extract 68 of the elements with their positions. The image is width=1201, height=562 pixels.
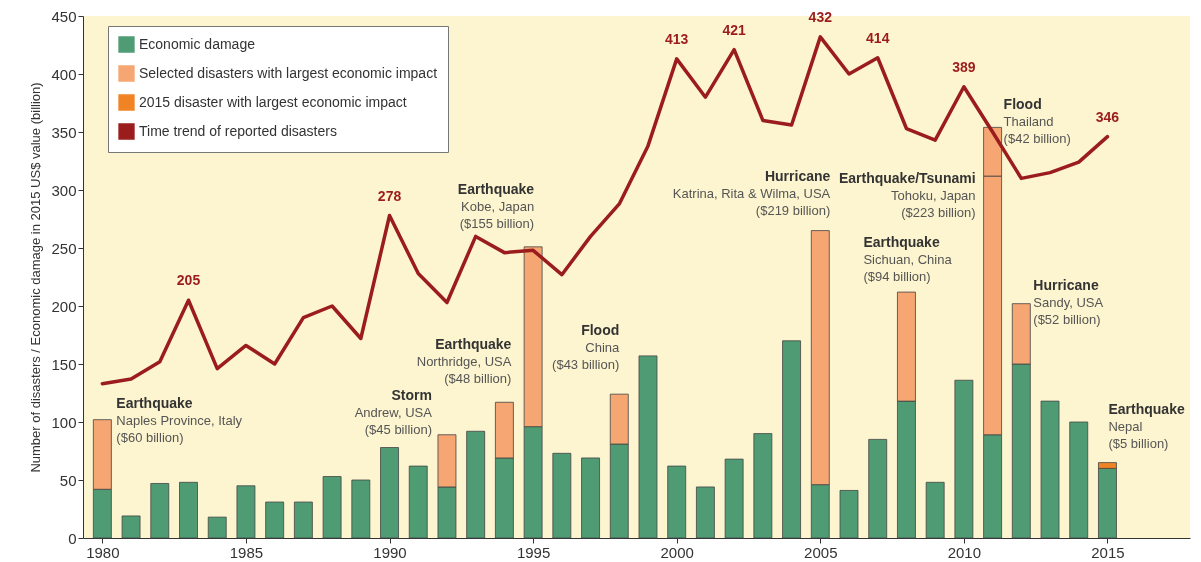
- bar: [293, 501, 313, 539]
- x-tick-label: 1995: [516, 543, 551, 561]
- bar: [581, 457, 600, 539]
- bar: [696, 486, 715, 539]
- annotation: Hurricane Katrina, Rita & Wilma, USA ($219 billion): [672, 167, 831, 218]
- data-label: 421: [722, 21, 747, 38]
- legend-label: 2015 disaster with largest economic impact: [139, 93, 407, 110]
- annotation: Earthquake/Tsunami Tohoku, Japan ($223 billion): [838, 170, 976, 221]
- bar: [839, 490, 859, 539]
- y-tick-label: 200: [51, 297, 77, 315]
- annotation: Flood Thailand ($42 billion): [1003, 96, 1071, 147]
- y-axis-title: Number of disasters / Economic damage in 2015 US$ value (billion): [28, 82, 44, 473]
- bar: [1069, 421, 1089, 539]
- y-tick-label: 100: [51, 413, 77, 431]
- legend-label: Economic damage: [139, 35, 256, 52]
- data-label: 346: [1095, 108, 1120, 125]
- x-tick-label: 2005: [804, 543, 838, 561]
- y-tick-label: 0: [68, 529, 77, 547]
- bar: [925, 481, 945, 539]
- bar: [1040, 400, 1060, 539]
- bar: [265, 501, 285, 539]
- y-tick-label: 50: [59, 471, 77, 489]
- annotation: Earthquake Kobe, Japan ($155 billion): [457, 180, 535, 231]
- legend-label: Time trend of reported disasters: [139, 122, 337, 139]
- annotation: Earthquake Sichuan, China ($94 billion): [863, 234, 953, 285]
- bar: [954, 379, 974, 539]
- bar: [868, 439, 888, 539]
- y-tick-label: 350: [51, 123, 77, 141]
- data-label: 278: [377, 187, 402, 204]
- y-tick-label: 450: [51, 7, 77, 25]
- y-tick-label: 250: [51, 239, 77, 257]
- bar: [150, 483, 170, 539]
- x-tick-label: 1990: [373, 543, 407, 561]
- x-tick-label: 1980: [86, 543, 120, 561]
- bar: [408, 465, 428, 539]
- bar: [638, 355, 658, 539]
- bar: [753, 433, 773, 539]
- y-tick-label: 300: [51, 181, 77, 199]
- annotation: Earthquake Nepal ($5 billion): [1108, 400, 1185, 451]
- x-tick-label: 2010: [947, 543, 982, 561]
- data-label: 389: [952, 58, 976, 75]
- annotation: Earthquake Naples Province, Italy ($60 billion): [116, 394, 243, 445]
- bar: [121, 515, 141, 539]
- x-tick-label: 1985: [229, 543, 264, 561]
- bar: [236, 485, 256, 539]
- y-tick-label: 400: [51, 65, 77, 83]
- x-tick-label: 2000: [660, 543, 694, 561]
- data-label: 205: [176, 272, 201, 289]
- bar: [179, 481, 198, 539]
- bar: [667, 465, 687, 539]
- annotation: Earthquake Northridge, USA ($48 billion): [416, 336, 512, 387]
- data-label: 432: [808, 8, 833, 25]
- data-label: 413: [665, 30, 689, 47]
- annotation: Hurricane Sandy, USA ($52 billion): [1033, 276, 1104, 327]
- x-tick-label: 2015: [1091, 543, 1125, 561]
- annotation: Flood China ($43 billion): [552, 322, 621, 373]
- bar: [380, 447, 399, 539]
- bar: [207, 516, 227, 539]
- y-tick-label: 150: [51, 355, 77, 373]
- bar: [466, 430, 486, 539]
- annotation: Storm Andrew, USA ($45 billion): [354, 386, 433, 437]
- bar: [351, 479, 371, 539]
- bar: [322, 476, 342, 539]
- legend-label: Selected disasters with largest economic impact: [139, 64, 438, 81]
- data-label: 414: [866, 29, 890, 46]
- bar: [552, 452, 572, 539]
- bar: [724, 458, 744, 539]
- bar: [782, 340, 801, 539]
